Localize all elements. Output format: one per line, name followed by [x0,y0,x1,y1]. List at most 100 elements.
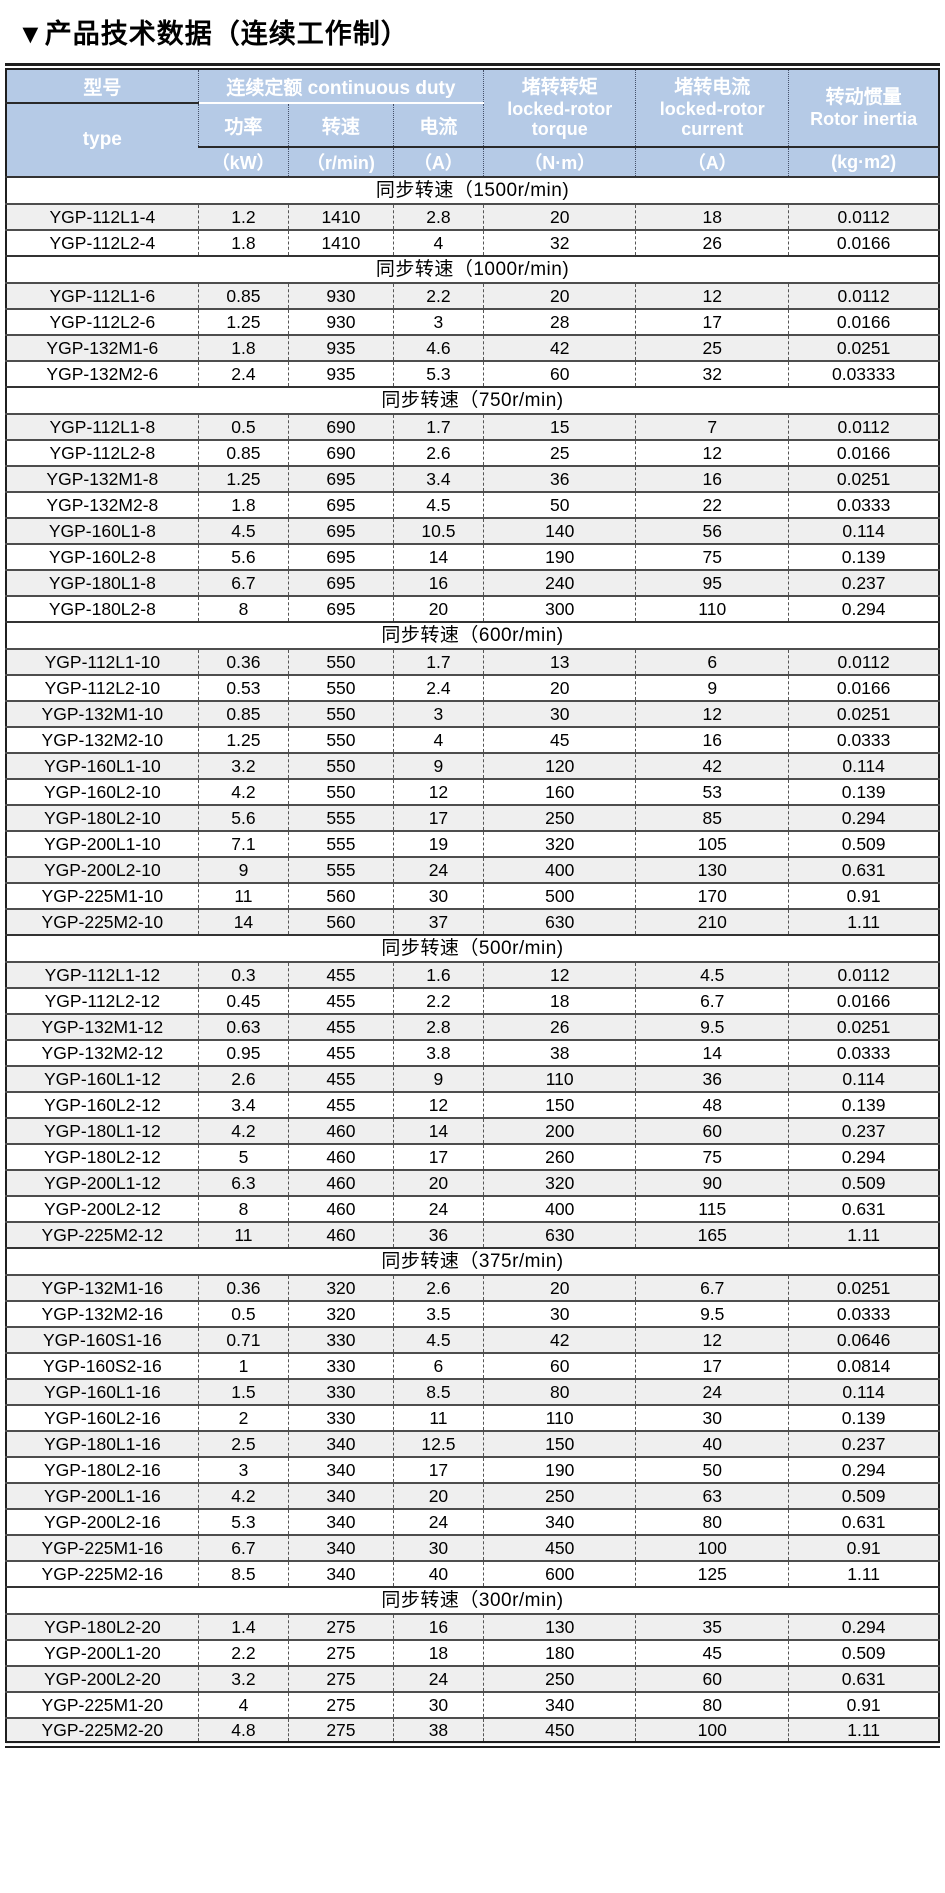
value-cell: 0.294 [788,595,939,622]
value-cell: 5.6 [197,804,289,831]
table-row: YGP-200L2-20 3.2 275 24 250 60 0.631 [6,1665,939,1692]
table-row: YGP-225M1-20 4 275 30 340 80 0.91 [6,1691,939,1718]
value-cell: 3.4 [392,465,484,492]
model-cell: YGP-180L2-20 [6,1613,199,1640]
value-cell: 2.8 [392,1013,484,1040]
model-cell: YGP-112L1-12 [6,961,199,988]
model-cell: YGP-160L2-8 [6,543,199,570]
model-cell: YGP-160L1-12 [6,1065,199,1092]
value-cell: 20 [392,1482,484,1509]
page: ▼产品技术数据（连续工作制） 型号 连续定额 continuous duty 堵… [5,19,940,1748]
model-cell: YGP-225M2-10 [6,908,199,935]
value-cell: 695 [288,543,394,570]
value-cell: 28 [483,308,636,335]
model-cell: YGP-112L2-4 [6,229,199,256]
value-cell: 930 [288,282,394,309]
model-cell: YGP-160S1-16 [6,1326,199,1353]
header-duty-group: 连续定额 continuous duty [197,69,484,104]
value-cell: 16 [392,569,484,596]
value-cell: 4 [197,1691,289,1718]
model-cell: YGP-200L1-10 [6,830,199,857]
value-cell: 0.0112 [788,961,939,988]
table-row: YGP-112L2-8 0.85 690 2.6 25 12 0.0166 [6,439,939,466]
table-row: YGP-160L1-8 4.5 695 10.5 140 56 0.114 [6,517,939,544]
model-cell: YGP-200L2-16 [6,1508,199,1535]
model-cell: YGP-132M1-10 [6,700,199,727]
value-cell: 4.6 [392,334,484,361]
value-cell: 4.5 [392,491,484,518]
value-cell: 0.237 [788,1430,939,1457]
value-cell: 14 [392,1117,484,1144]
section-label: 同步转速（300r/min) [6,1586,939,1614]
value-cell: 1.25 [197,726,289,753]
value-cell: 0.139 [788,778,939,805]
value-cell: 36 [483,465,636,492]
value-cell: 1.7 [392,413,484,440]
value-cell: 45 [635,1639,789,1666]
section-label: 同步转速（1000r/min) [6,255,939,283]
table-row: YGP-160L2-8 5.6 695 14 190 75 0.139 [6,543,939,570]
value-cell: 18 [635,203,789,230]
header-locked-rotor-current: 堵转电流 locked-rotor current [635,69,789,148]
table-row: YGP-200L2-16 5.3 340 24 340 80 0.631 [6,1508,939,1535]
value-cell: 0.294 [788,1613,939,1640]
unit-power: （kW） [198,146,289,177]
value-cell: 275 [288,1613,394,1640]
value-cell: 100 [635,1534,789,1561]
value-cell: 0.53 [197,674,289,701]
value-cell: 0.0112 [788,648,939,675]
value-cell: 4.8 [197,1717,289,1744]
value-cell: 14 [635,1039,789,1066]
value-cell: 1.11 [788,908,939,935]
value-cell: 0.509 [788,1482,939,1509]
value-cell: 42 [635,752,789,779]
value-cell: 30 [635,1404,789,1431]
value-cell: 450 [483,1717,636,1744]
value-cell: 17 [392,804,484,831]
model-cell: YGP-225M2-16 [6,1560,199,1587]
value-cell: 560 [288,908,394,935]
table-row: YGP-160L2-16 2 330 11 110 30 0.139 [6,1404,939,1431]
value-cell: 9 [392,752,484,779]
value-cell: 0.0166 [788,674,939,701]
table-row: YGP-180L1-8 6.7 695 16 240 95 0.237 [6,569,939,596]
value-cell: 0.0112 [788,282,939,309]
value-cell: 16 [635,465,789,492]
spec-table-wrapper: 型号 连续定额 continuous duty 堵转转矩 locked-roto… [5,63,940,1748]
value-cell: 330 [288,1326,394,1353]
value-cell: 550 [288,726,394,753]
value-cell: 4.2 [197,1482,289,1509]
value-cell: 32 [483,229,636,256]
value-cell: 24 [392,856,484,883]
value-cell: 320 [483,1169,636,1196]
value-cell: 935 [288,334,394,361]
model-cell: YGP-132M2-10 [6,726,199,753]
value-cell: 340 [288,1534,394,1561]
value-cell: 4.5 [392,1326,484,1353]
table-row: YGP-132M2-16 0.5 320 3.5 30 9.5 0.0333 [6,1300,939,1327]
table-row: YGP-180L1-12 4.2 460 14 200 60 0.237 [6,1117,939,1144]
value-cell: 1410 [288,229,394,256]
header-model-cn: 型号 [6,69,199,104]
model-cell: YGP-225M1-20 [6,1691,199,1718]
value-cell: 550 [288,752,394,779]
value-cell: 1.2 [197,203,289,230]
value-cell: 9 [392,1065,484,1092]
value-cell: 250 [483,804,636,831]
value-cell: 56 [635,517,789,544]
model-cell: YGP-160L2-10 [6,778,199,805]
header-lr-current-cn: 堵转电流 [674,76,751,98]
value-cell: 60 [635,1665,789,1692]
header-rotor-inertia: 转动惯量 Rotor inertia [788,69,939,148]
value-cell: 340 [288,1482,394,1509]
value-cell: 20 [392,595,484,622]
model-cell: YGP-160L1-8 [6,517,199,544]
table-row: YGP-180L2-16 3 340 17 190 50 0.294 [6,1456,939,1483]
model-cell: YGP-225M2-12 [6,1221,199,1248]
value-cell: 110 [483,1404,636,1431]
value-cell: 16 [392,1613,484,1640]
value-cell: 0.509 [788,1639,939,1666]
value-cell: 30 [392,1691,484,1718]
value-cell: 13 [483,648,636,675]
value-cell: 120 [483,752,636,779]
